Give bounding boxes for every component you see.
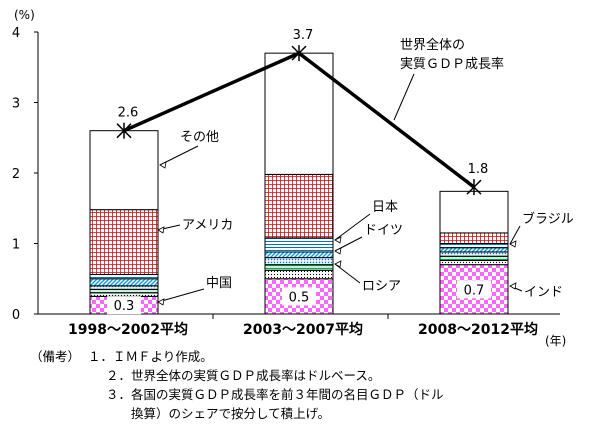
bar-segment-4-cat-1	[89, 285, 159, 290]
bar-segment-6-cat-1	[89, 274, 159, 280]
bar-segment-6-cat-2	[264, 237, 334, 253]
note-line-2: ２．世界全体の実質ＧＤＰ成長率はドルベース。	[30, 366, 444, 385]
bar-segment-3-cat-3	[439, 255, 509, 261]
callout-usa: アメリカ	[182, 218, 233, 233]
y-tick-label-4: 4	[12, 26, 20, 41]
x-tick-label-2: 2003～2007平均	[243, 321, 363, 338]
bar-value-label-bg-1	[107, 296, 141, 315]
callout-leader-russia	[334, 263, 361, 284]
callout-brazil: ブラジル	[522, 211, 574, 227]
bar-segment-4-cat-2	[264, 257, 334, 266]
bar-segment-6-cat-3	[439, 243, 509, 249]
bar-value-label-2: 0.5	[289, 290, 310, 305]
bar-segment-3-cat-2	[264, 264, 334, 271]
line-name-2: 実質ＧＤＰ成長率	[400, 56, 504, 72]
callout-arrow-russia	[334, 260, 342, 268]
note-line-3: ３．各国の実質ＧＤＰ成長率を前３年間の名目ＧＤＰ（ドル	[30, 385, 444, 404]
bar-segment-2-cat-2	[264, 269, 334, 280]
world-gdp-line	[116, 45, 482, 196]
callout-arrow-usa	[157, 226, 165, 234]
callout-russia: ロシア	[362, 279, 401, 294]
bar-value-label-bg-2	[282, 287, 316, 306]
notes-prefix: （備考）	[30, 349, 81, 364]
bar-segment-5-cat-2	[264, 251, 334, 259]
bar-segment-5-cat-3	[439, 247, 509, 253]
bar-stacks	[89, 52, 509, 315]
note-item-3: ３．各国の実質ＧＤＰ成長率を前３年間の名目ＧＤＰ（ドル	[106, 387, 444, 402]
bar-segment-8-cat-3	[439, 190, 509, 234]
callout-arrow-germany	[334, 247, 342, 255]
bar-segment-2-cat-1	[89, 292, 159, 297]
bar-value-label-1: 0.3	[114, 299, 135, 314]
callout-arrow-japan	[334, 236, 342, 244]
bar-segment-7-cat-3	[439, 232, 509, 245]
callout-leader-brazil	[509, 225, 521, 245]
chart-labels: 0.3 0.5 0.7 2.6 3.7 1.8 世界全体の実質ＧＤＰ成長率その他アメリカ中国…	[107, 28, 574, 315]
callout-japan: 日本	[372, 200, 398, 215]
y-unit-label: (%)	[14, 8, 35, 22]
note-line-1: （備考） １．ＩＭＦより作成。	[30, 347, 444, 366]
callout-leader-japan	[334, 213, 371, 241]
bar-segment-3-cat-1	[89, 288, 159, 294]
note-item-4: 換算）のシェアで按分して積上げ。	[106, 406, 331, 421]
world-gdp-marker-3	[466, 179, 482, 196]
note-item-1: １．ＩＭＦより作成。	[87, 349, 213, 364]
callout-other: その他	[180, 130, 219, 145]
bar-segment-8-cat-1	[89, 130, 159, 211]
y-tick-label-2: 2	[12, 167, 20, 182]
note-line-4: 換算）のシェアで按分して積上げ。	[30, 404, 444, 423]
line-name-leader	[393, 73, 415, 121]
x-unit-label: (年)	[545, 334, 566, 348]
notes-block: （備考） １．ＩＭＦより作成。 ２．世界全体の実質ＧＤＰ成長率はドルベース。 ３…	[30, 347, 444, 423]
callout-india: インド	[524, 285, 563, 300]
line-name-1: 世界全体の	[400, 37, 465, 53]
bar-segment-8-cat-2	[264, 52, 334, 175]
callout-germany: ドイツ	[364, 223, 403, 238]
callout-china: 中国	[206, 276, 232, 291]
y-tick-label-3: 3	[12, 97, 20, 112]
line-value-label-3: 1.8	[468, 162, 489, 177]
callout-arrow-india	[509, 282, 517, 290]
note-item-2: ２．世界全体の実質ＧＤＰ成長率はドルベース。	[106, 368, 381, 383]
bar-segment-5-cat-1	[89, 278, 159, 287]
bar-segment-7-cat-2	[264, 173, 334, 239]
x-tick-label-3: 2008～2012平均	[418, 321, 538, 338]
bar-segment-2-cat-3	[439, 259, 509, 266]
line-value-label-2: 3.7	[293, 28, 314, 43]
callout-arrow-other	[159, 161, 167, 169]
line-value-label-1: 2.6	[118, 106, 139, 121]
callout-arrow-brazil	[509, 240, 517, 248]
callout-leader-china	[157, 288, 205, 303]
bar-value-label-bg-3	[457, 280, 491, 299]
callout-arrow-china	[157, 298, 165, 306]
x-tick-label-1: 1998～2002平均	[68, 321, 188, 338]
y-tick-label-1: 1	[12, 238, 20, 253]
y-tick-label-0: 0	[12, 308, 20, 323]
world-gdp-marker-2	[291, 45, 307, 62]
bar-value-label-3: 0.7	[464, 283, 485, 298]
world-gdp-marker-1	[116, 122, 132, 139]
bar-segment-4-cat-3	[439, 251, 509, 257]
bar-segment-7-cat-1	[89, 209, 159, 276]
